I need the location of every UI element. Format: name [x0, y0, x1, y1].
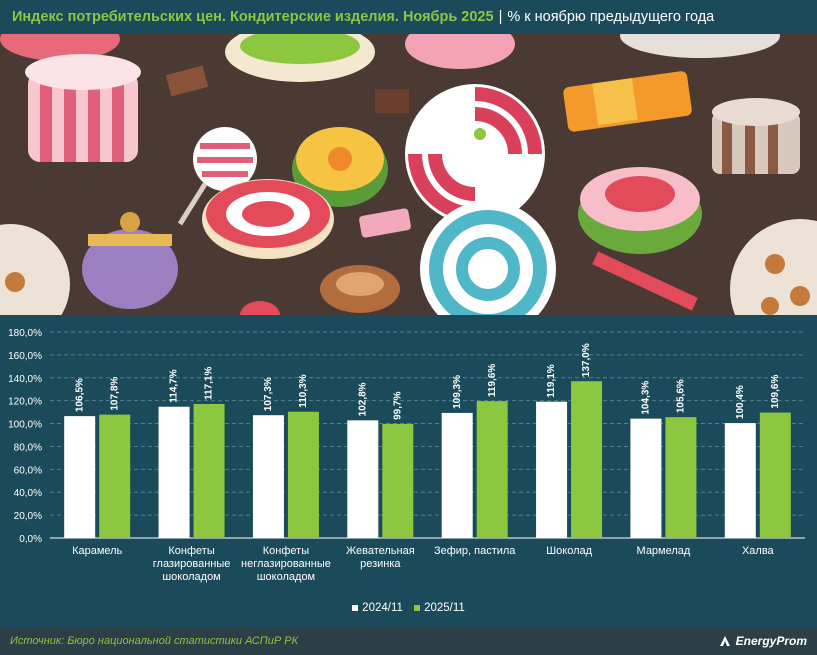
legend-swatch-2024	[352, 605, 359, 611]
bar	[759, 412, 791, 538]
x-tick-label: Халва	[742, 545, 775, 557]
data-label: 119,6%	[487, 364, 498, 397]
bar	[158, 406, 190, 538]
candy-illustration-art	[0, 34, 817, 315]
data-label: 119,1%	[546, 364, 557, 397]
x-tick-label: шоколадом	[162, 571, 220, 583]
data-label: 99,7%	[392, 391, 403, 419]
bar	[630, 418, 662, 538]
legend-label-2024: 2024/11	[362, 602, 403, 614]
bar-chart-svg: 0,0% 20,0% 40,0% 60,0% 80,0% 100,0% 120,0% 140,…	[8, 328, 805, 583]
bar	[476, 401, 508, 538]
data-label: 109,6%	[770, 375, 781, 409]
data-label: 100,4%	[735, 385, 746, 419]
y-tick-label: 20,0%	[14, 511, 42, 522]
x-tick-label: Зефир, пастила	[434, 545, 516, 557]
legend-swatch-2025	[414, 605, 421, 611]
x-tick-label: Мармелад	[637, 545, 691, 557]
bar	[665, 417, 697, 538]
y-tick-label: 180,0%	[8, 328, 42, 339]
energyprom-logo-icon	[719, 636, 730, 646]
y-tick-label: 120,0%	[8, 397, 42, 408]
x-tick-label: Жевательная	[346, 545, 415, 557]
data-label: 107,3%	[263, 377, 274, 411]
legend-item-2025: 2025/11	[414, 602, 465, 614]
title-bar: Индекс потребительских цен. Кондитерские…	[0, 0, 817, 34]
bar	[536, 401, 568, 538]
data-label: 106,5%	[74, 378, 85, 412]
bar	[193, 403, 225, 538]
bar	[287, 411, 319, 538]
source-note: Источник: Бюро национальной статистики А…	[10, 635, 299, 647]
bar	[441, 412, 473, 538]
data-label: 110,3%	[298, 374, 309, 407]
x-tick-label: Шоколад	[546, 545, 593, 557]
bar	[64, 416, 96, 538]
data-label: 105,6%	[676, 379, 687, 413]
chart-title: Индекс потребительских цен. Кондитерские…	[12, 9, 494, 25]
bar	[347, 420, 379, 538]
x-tick-label: шоколадом	[257, 571, 315, 583]
data-label: 137,0%	[581, 343, 592, 377]
brand-logo: EnergyProm	[718, 634, 807, 648]
bar-chart: 0,0% 20,0% 40,0% 60,0% 80,0% 100,0% 120,0% 140,…	[0, 315, 817, 627]
x-tick-label: Конфеты	[168, 545, 214, 557]
legend-label-2025: 2025/11	[424, 602, 465, 614]
title-separator: |	[498, 9, 503, 25]
x-tick-label: Конфеты	[263, 545, 309, 557]
chart-legend: 2024/11 2025/11	[0, 602, 817, 614]
y-tick-label: 40,0%	[14, 488, 42, 499]
x-tick-label: глазированные	[153, 558, 231, 570]
bar	[252, 415, 284, 538]
y-tick-label: 160,0%	[8, 351, 42, 362]
y-tick-label: 0,0%	[19, 534, 42, 545]
brand-name: EnergyProm	[735, 634, 807, 648]
data-label: 109,3%	[452, 375, 463, 409]
y-tick-label: 140,0%	[8, 374, 42, 385]
data-label: 107,8%	[109, 377, 120, 411]
bar	[99, 414, 131, 538]
y-tick-label: 100,0%	[8, 420, 42, 431]
y-tick-label: 80,0%	[14, 442, 42, 453]
data-label: 114,7%	[169, 369, 180, 402]
data-label: 104,3%	[641, 381, 652, 415]
x-tick-label: неглазированные	[241, 558, 331, 570]
bar	[571, 381, 603, 538]
footer: Источник: Бюро национальной статистики А…	[0, 627, 817, 655]
y-tick-label: 60,0%	[14, 465, 42, 476]
bar	[382, 423, 414, 538]
data-label: 102,8%	[357, 382, 368, 416]
candy-illustration	[0, 34, 817, 315]
x-tick-label: Карамель	[72, 545, 122, 557]
data-label: 117,1%	[204, 367, 215, 400]
chart-subtitle: % к ноябрю предыдущего года	[507, 9, 715, 25]
x-tick-label: резинка	[360, 558, 401, 570]
bar	[724, 423, 756, 538]
legend-item-2024: 2024/11	[352, 602, 403, 614]
